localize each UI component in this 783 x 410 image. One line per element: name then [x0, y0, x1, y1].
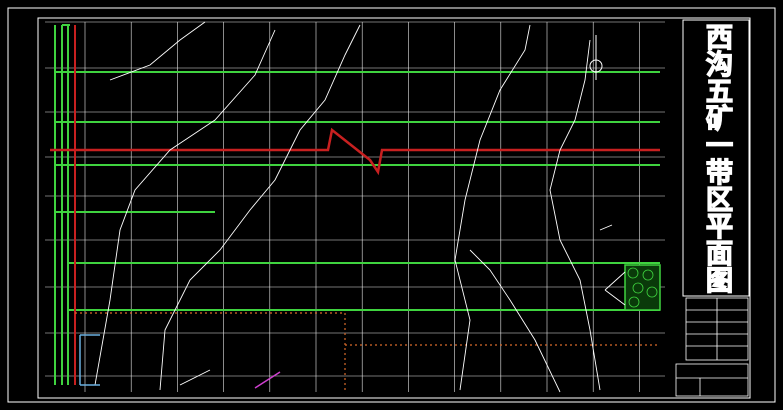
outer-frame: [7, 7, 776, 403]
inner-frame: [37, 17, 751, 399]
drawing-title: 西沟五矿一带区平面图: [700, 22, 732, 293]
legend-table: [675, 297, 749, 397]
contour: [469, 249, 561, 393]
contour: [454, 24, 531, 391]
contour: [109, 21, 206, 81]
hatch: [627, 267, 658, 308]
contour: [604, 271, 626, 306]
green-lines: [54, 24, 660, 385]
title-box: [682, 19, 750, 297]
hatch-circle: [632, 282, 644, 294]
tunnel: [254, 371, 281, 389]
contour: [179, 369, 211, 386]
hatch-circle: [642, 269, 654, 281]
shaft-outline: [79, 334, 100, 386]
hatch-circle: [628, 296, 640, 308]
contour: [549, 39, 601, 391]
contour: [159, 24, 361, 391]
dashed-boundary: [75, 312, 660, 392]
contours: [94, 21, 626, 393]
hatch-circle: [627, 267, 639, 279]
contour: [94, 29, 276, 386]
fault-line: [50, 127, 660, 176]
contour: [599, 224, 613, 231]
grid: [45, 21, 665, 392]
title-block: [675, 363, 749, 397]
hatch-circle: [646, 286, 658, 298]
